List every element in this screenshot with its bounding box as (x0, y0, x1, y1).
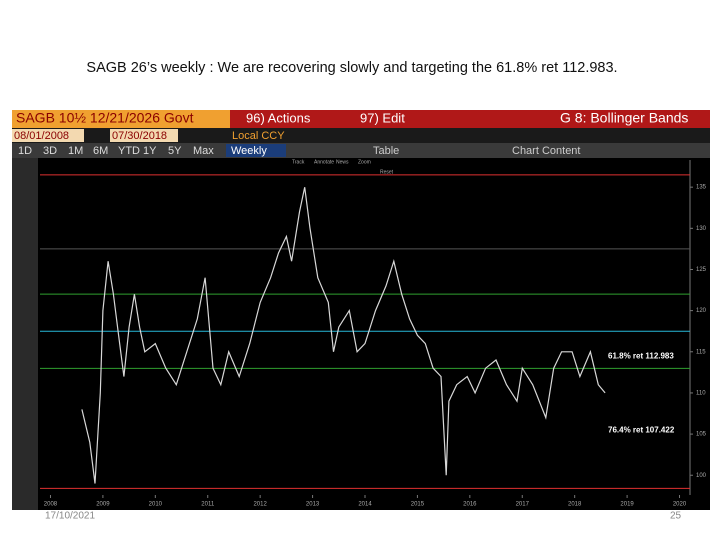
period-button[interactable]: 1D (18, 145, 32, 157)
period-button[interactable]: 1M (68, 145, 83, 157)
study-name: G 8: Bollinger Bands (560, 110, 688, 126)
y-tick-label: 100 (696, 473, 707, 479)
security-bar (12, 110, 230, 128)
slide-date: 17/10/2021 (45, 511, 95, 522)
frequency-box[interactable] (226, 144, 286, 157)
legend-toggle[interactable]: Track (292, 159, 305, 165)
y-tick-label: 115 (696, 349, 706, 355)
actions-button[interactable]: 96) Actions (246, 110, 311, 125)
legend-toggle[interactable]: Annotate (314, 159, 334, 165)
chart-content-button[interactable]: Chart Content (512, 145, 580, 157)
date-bar (12, 128, 710, 143)
x-tick-label: 2018 (568, 502, 582, 508)
period-button[interactable]: YTD (118, 145, 140, 157)
legend-toggle[interactable]: Zoom (358, 159, 371, 165)
security: SAGB 10½ 12/21/2026 Govt (16, 110, 194, 126)
x-tick-label: 2020 (673, 502, 687, 508)
end-date-box[interactable] (110, 129, 178, 142)
x-tick-label: 2011 (201, 502, 215, 508)
price-line (81, 187, 606, 484)
x-tick-label: 2017 (516, 502, 530, 508)
x-tick-label: 2010 (149, 502, 163, 508)
y-tick-label: 135 (696, 185, 707, 191)
annotation: 76.4% ret 107.422 (608, 425, 675, 434)
x-tick-label: 2013 (306, 502, 320, 508)
edit-button[interactable]: 97) Edit (360, 110, 405, 125)
x-tick-label: 2009 (96, 502, 110, 508)
action-bar (230, 110, 710, 128)
x-tick-label: 2015 (411, 502, 425, 508)
x-tick-label: 2012 (253, 502, 267, 508)
start-date-box[interactable] (12, 129, 84, 142)
legend-toggle[interactable]: News (336, 159, 349, 165)
y-tick-label: 110 (696, 391, 706, 397)
y-tick-label: 130 (696, 226, 707, 232)
annotation: 61.8% ret 112.983 (608, 351, 674, 360)
side-toolbar (12, 158, 38, 510)
period-button[interactable]: 3D (43, 145, 57, 157)
period-button[interactable]: Max (193, 145, 214, 157)
y-tick-label: 105 (696, 432, 707, 438)
period-button[interactable]: 1Y (143, 145, 157, 157)
start-date[interactable]: 08/01/2008 (14, 130, 69, 142)
x-tick-label: 2019 (620, 502, 634, 508)
toolbar (12, 143, 710, 158)
frequency[interactable]: Weekly (231, 145, 267, 157)
table-button[interactable]: Table (373, 145, 399, 157)
y-tick-label: 120 (696, 308, 707, 314)
slide-number: 25 (670, 511, 682, 522)
period-button[interactable]: 5Y (168, 145, 182, 157)
legend-toggle[interactable]: Reset (380, 169, 394, 175)
y-tick-label: 125 (696, 267, 707, 273)
x-tick-label: 2016 (463, 502, 477, 508)
x-tick-label: 2008 (44, 502, 58, 508)
currency[interactable]: Local CCY (232, 130, 285, 142)
x-tick-label: 2014 (358, 502, 372, 508)
period-button[interactable]: 6M (93, 145, 108, 157)
slide-title: SAGB 26’s weekly : We are recovering slo… (86, 60, 617, 76)
end-date[interactable]: 07/30/2018 (112, 130, 167, 142)
terminal (12, 110, 710, 510)
